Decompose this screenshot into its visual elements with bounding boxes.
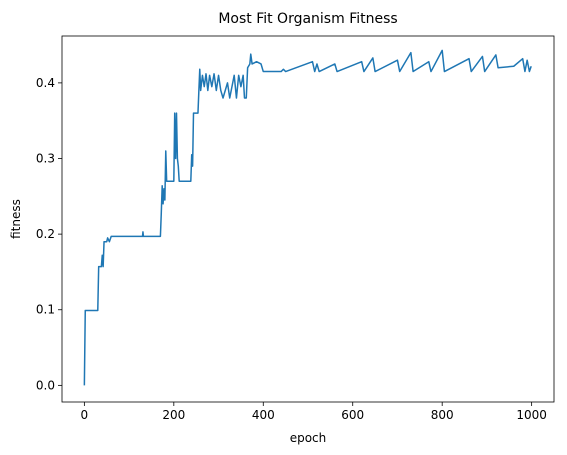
x-tick-label: 400 — [252, 408, 275, 422]
y-tick-label: 0.3 — [36, 152, 55, 166]
line — [83, 49, 532, 386]
chart-title: Most Fit Organism Fitness — [218, 11, 397, 27]
x-axis-label: epoch — [290, 431, 327, 445]
plot-frame — [61, 35, 555, 403]
x-tick-label: 200 — [162, 408, 185, 422]
x-tick-label: 0 — [81, 408, 89, 422]
y-tick-label: 0.0 — [36, 378, 55, 392]
y-tick-label: 0.4 — [36, 76, 55, 90]
x-tick-label: 600 — [341, 408, 364, 422]
y-tick-label: 0.1 — [36, 303, 55, 317]
y-tick-label: 0.2 — [36, 227, 55, 241]
x-tick-label: 1000 — [516, 408, 547, 422]
x-tick-label: 800 — [431, 408, 454, 422]
y-axis-label: fitness — [9, 199, 23, 239]
